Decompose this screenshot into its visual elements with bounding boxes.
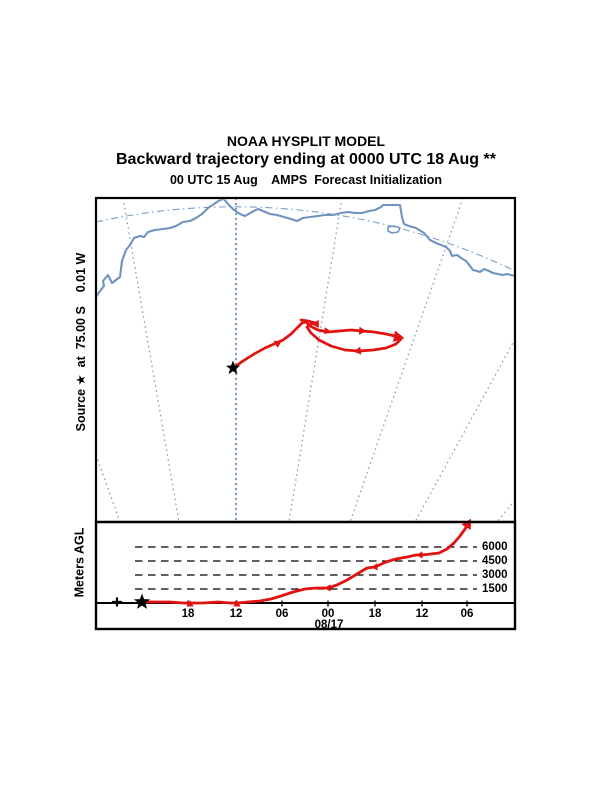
altitude-gridline-label: 1500 [482, 582, 508, 595]
height-profile-marker [186, 600, 194, 607]
source-star-marker [225, 360, 241, 375]
altitude-gridline-label: 6000 [482, 540, 508, 553]
meridian-line [349, 199, 464, 521]
map-layer [97, 199, 514, 521]
time-tick-label: 18 [181, 608, 195, 620]
height-profile-path [140, 522, 470, 605]
model-title: NOAA HYSPLIT MODEL [226, 133, 386, 149]
coastline-islet [387, 225, 401, 234]
time-tick-label: 12 [229, 608, 243, 620]
meridian-line [122, 199, 180, 521]
height-profile-marker [416, 551, 423, 559]
trajectory-6h-marker [393, 330, 405, 343]
time-tick-label: 06 [275, 608, 289, 620]
meridian-line [97, 456, 121, 521]
time-tick-label: 12 [415, 608, 429, 620]
latitude-circle [97, 206, 514, 272]
height-panel-border [94, 520, 517, 631]
height-profile-marker [324, 584, 331, 592]
height-source-star [133, 593, 151, 609]
coastline [97, 199, 514, 298]
trajectory-6h-marker [353, 346, 362, 355]
map-border [94, 196, 517, 524]
height-profile-marker [371, 563, 378, 571]
trajectory-6h-marker [324, 327, 331, 335]
axis-plus-marker [112, 597, 122, 607]
trajectory-6h-marker [311, 319, 319, 328]
time-tick-label: 06 [460, 608, 474, 620]
meridian-line [288, 199, 343, 521]
meridian-line [497, 500, 514, 521]
plot-title: Backward trajectory ending at 0000 UTC 1… [116, 151, 496, 168]
altitude-gridline-label: 4500 [482, 554, 508, 567]
plot-subtitle: 00 UTC 15 Aug AMPS Forecast Initializati… [169, 173, 443, 187]
date-label: 08/17 [314, 618, 344, 631]
trajectory-6h-marker [273, 340, 282, 348]
time-tick-label: 00 [321, 608, 335, 620]
meridian-line [414, 339, 514, 521]
trajectory-path [231, 318, 403, 370]
height-profile-marker [233, 600, 241, 607]
trajectory-6h-marker [358, 326, 367, 335]
time-tick-label: 18 [368, 608, 382, 620]
altitude-gridline-label: 3000 [482, 568, 508, 581]
